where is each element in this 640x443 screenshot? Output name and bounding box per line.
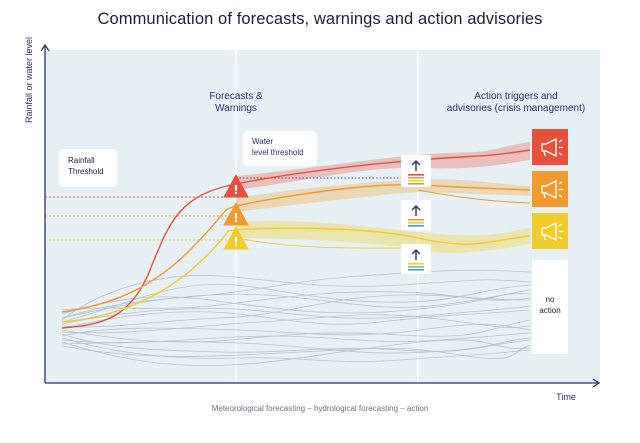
- axes: [40, 43, 601, 388]
- forecasts-heading-2: Warnings: [215, 103, 257, 114]
- ensemble-line: [61, 305, 531, 325]
- ensemble-line: [61, 314, 531, 334]
- water-threshold-callout: [243, 131, 317, 166]
- arrow-up-bars-icon: [401, 155, 431, 187]
- action-heading-2: advisories (crisis management): [447, 103, 585, 114]
- y-axis-label: Rainfall or water level: [24, 36, 34, 124]
- svg-text:!: !: [233, 183, 238, 197]
- ensemble-line: [61, 332, 531, 344]
- warning-triangle-icon: !: [223, 174, 249, 198]
- warning-triangle-icon: !: [223, 202, 249, 226]
- megaphone-icon: [532, 213, 568, 249]
- arrow-up-bars-icon: [401, 244, 431, 274]
- water-threshold-label-2: level threshold: [252, 148, 304, 157]
- ensemble-line: [61, 319, 531, 343]
- y-axis-arrow: [40, 43, 50, 52]
- warning-triangle-icon: !: [223, 226, 249, 250]
- ensemble-line: [61, 344, 531, 359]
- x-axis-label: Time: [556, 392, 576, 402]
- rainfall-threshold-callout: [59, 149, 117, 187]
- megaphone-icon: [532, 171, 568, 207]
- rainfall-threshold-label-1: Rainfall: [68, 156, 95, 165]
- ensemble-line: [61, 275, 531, 321]
- forecasts-heading-1: Forecasts &: [209, 91, 263, 102]
- svg-text:!: !: [233, 235, 238, 249]
- ensemble-line: [61, 293, 531, 319]
- ensemble-line: [61, 309, 531, 329]
- ensemble-line: [61, 291, 531, 311]
- orange-band: [236, 179, 530, 212]
- orange-line-2: [417, 189, 531, 204]
- action-heading-1: Action triggers and: [474, 91, 557, 102]
- megaphone-icon: [532, 129, 568, 165]
- water-threshold-label-1: Water: [252, 137, 273, 146]
- svg-text:!: !: [233, 211, 238, 225]
- rainfall-threshold-label-2: Threshold: [68, 167, 104, 176]
- ensemble-line: [61, 333, 531, 353]
- red-band: [236, 141, 530, 190]
- ensemble-line: [61, 337, 531, 362]
- arrow-up-bars-icon: [401, 200, 431, 230]
- footer-caption: Meteorological forecasting – hydrologica…: [211, 404, 429, 413]
- no-action-box: [532, 260, 568, 354]
- no-action-label-1: no: [546, 295, 555, 304]
- yellow-line-2: [235, 237, 419, 249]
- page-title: Communication of forecasts, warnings and…: [97, 10, 543, 28]
- x-axis-arrow: [592, 378, 601, 388]
- ensemble-line: [61, 339, 531, 367]
- no-action-label-2: action: [539, 306, 560, 315]
